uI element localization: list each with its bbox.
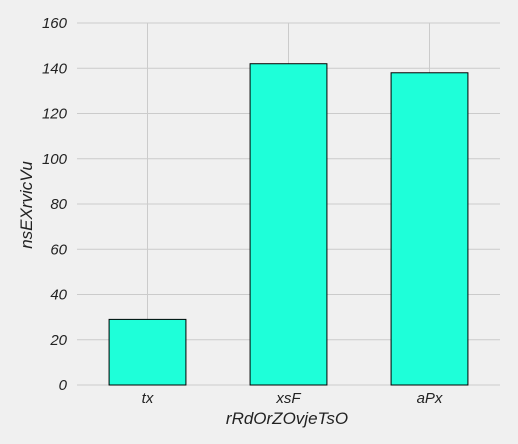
x-tick-label: xsF — [275, 390, 301, 407]
x-tick-label: aPx — [417, 390, 443, 407]
y-tick-label: 20 — [49, 332, 67, 349]
bar-xsF — [249, 63, 328, 386]
bar-aPx — [390, 72, 469, 386]
bars — [108, 63, 469, 386]
y-tick-label: 120 — [42, 106, 68, 123]
y-tick-label: 100 — [42, 151, 68, 168]
x-tick-label: tx — [142, 390, 154, 407]
y-tick-label: 60 — [50, 241, 67, 258]
y-tick-labels: 0 20 40 60 80 100 120 140 160 — [42, 15, 68, 394]
y-tick-label: 0 — [59, 377, 68, 394]
bar-tx — [108, 318, 187, 386]
x-axis-title: rRdOrZOvjeTsO — [226, 409, 348, 428]
y-tick-label: 80 — [50, 196, 67, 213]
y-axis-title: nsEXrvicVu — [17, 161, 36, 249]
y-tick-label: 40 — [50, 287, 67, 304]
y-tick-label: 160 — [42, 15, 68, 32]
y-tick-label: 140 — [42, 60, 68, 77]
x-tick-labels: tx xsF aPx — [142, 390, 443, 407]
